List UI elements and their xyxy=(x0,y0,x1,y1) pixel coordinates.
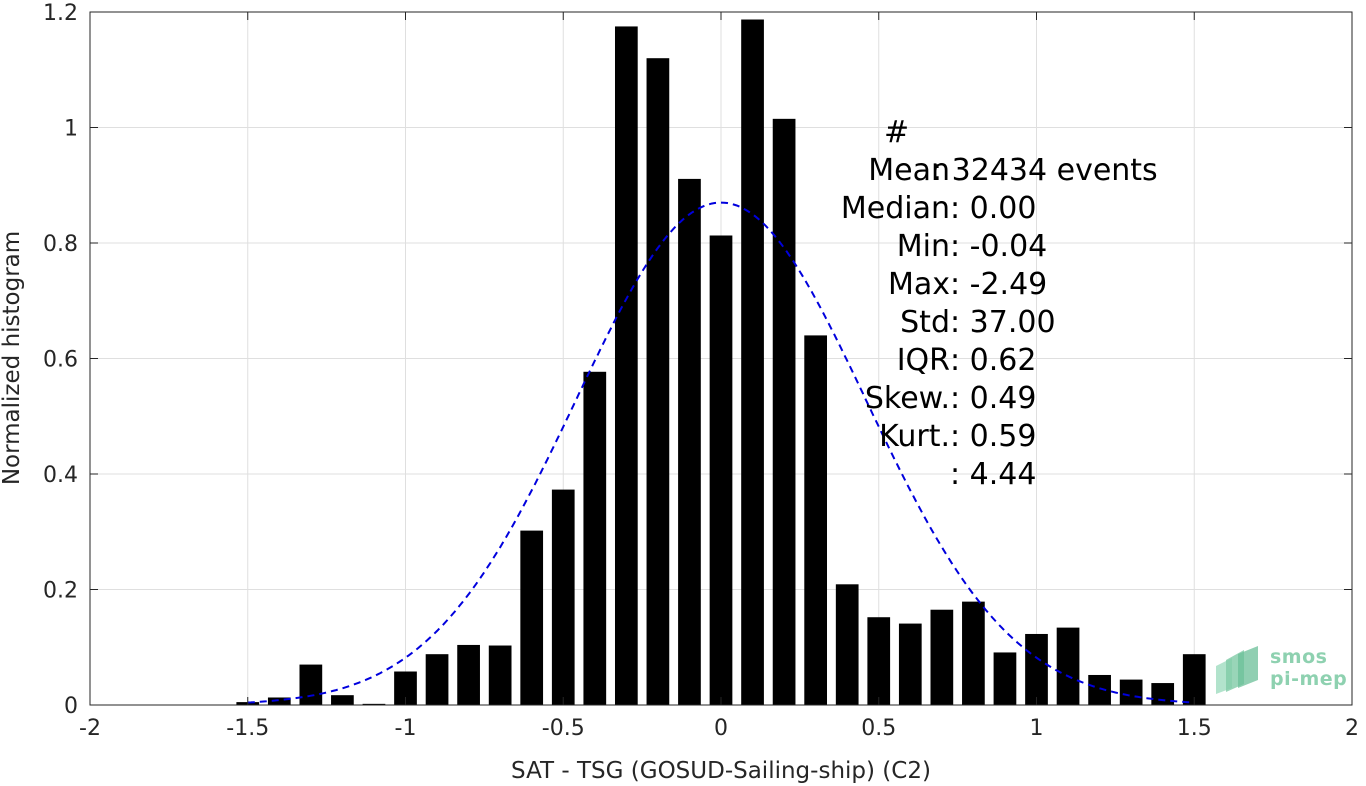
histogram-bar xyxy=(299,664,323,705)
logo-text-line2: pi-mep xyxy=(1270,668,1348,690)
histogram-bar xyxy=(1056,627,1080,705)
y-tick-label: 0.2 xyxy=(43,579,78,604)
stat-value: : 4.44 xyxy=(950,457,1037,492)
stat-iqr: IQR : 0.49 xyxy=(820,304,1180,416)
tick-labels: -2 -1.5 -1 -0.5 0 0.5 1 1.5 2 0 0.2 0.4 0.6 0.8 1 1.2 xyxy=(43,1,1359,741)
stat-label: # xyxy=(884,115,929,150)
histogram-bar xyxy=(867,617,891,705)
histogram-bar xyxy=(614,26,638,705)
y-axis-label: Normalized histogram xyxy=(0,231,25,485)
stat-median: Median : -0.04 xyxy=(820,152,1180,264)
histogram-bar xyxy=(772,118,796,705)
stat-value: : -2.49 xyxy=(950,267,1048,302)
stat-label: Median xyxy=(840,191,950,226)
y-tick-label: 0 xyxy=(64,694,78,719)
histogram-bar xyxy=(993,652,1017,705)
histogram-bar xyxy=(741,19,764,705)
histogram-bar xyxy=(394,671,417,705)
histogram-bar xyxy=(267,697,291,705)
histogram-bar xyxy=(425,654,449,705)
histogram-bar xyxy=(898,623,922,705)
stat-label: Mean xyxy=(868,153,950,188)
stat-count: # : 32434 events xyxy=(820,76,1180,188)
histogram-bar xyxy=(362,703,386,705)
stat-label: Max xyxy=(887,267,950,302)
histogram-bar xyxy=(488,645,512,705)
stat-label: IQR xyxy=(896,343,950,378)
y-tick-label: 0.8 xyxy=(43,232,78,257)
x-tick-label: 1.5 xyxy=(1177,716,1212,741)
stat-skew: Skew. : 0.59 xyxy=(820,342,1180,454)
histogram-bar xyxy=(962,601,985,705)
histogram-bar xyxy=(678,178,701,705)
stat-max: Max : 37.00 xyxy=(820,228,1180,340)
stat-value: : 37.00 xyxy=(950,305,1056,340)
y-tick-label: 1 xyxy=(64,117,78,142)
histogram-bar xyxy=(457,644,480,705)
y-tick-label: 0.6 xyxy=(43,348,78,373)
stat-value: : 0.00 xyxy=(950,191,1037,226)
logo-text-line1: smos xyxy=(1270,646,1328,668)
x-tick-label: 1 xyxy=(1030,716,1044,741)
stat-std: Std : 0.62 xyxy=(820,266,1180,378)
stat-value: : 0.59 xyxy=(950,419,1037,454)
stat-value: : 0.49 xyxy=(950,381,1037,416)
stat-label: Std xyxy=(900,305,950,340)
histogram-bar xyxy=(1088,674,1111,705)
x-tick-label: -0.5 xyxy=(542,716,585,741)
x-tick-label: -2 xyxy=(79,716,101,741)
axes xyxy=(89,11,1353,706)
histogram-bar xyxy=(804,335,828,705)
statistics-box: # : 32434 events Mean : 0.00 Median : -0… xyxy=(820,76,1180,492)
histogram-bar xyxy=(646,58,670,705)
stat-value: : 0.62 xyxy=(950,343,1037,378)
x-tick-label: 2 xyxy=(1345,716,1359,741)
stat-label: Skew. xyxy=(864,381,950,416)
stat-label: Kurt. xyxy=(879,419,950,454)
stat-mean: Mean : 0.00 xyxy=(820,114,1180,226)
histogram-bar xyxy=(551,489,575,705)
histogram-bar xyxy=(1025,633,1048,705)
histogram-bar xyxy=(1182,654,1206,705)
x-tick-label: -1 xyxy=(395,716,417,741)
histogram-bar xyxy=(1151,683,1175,705)
histogram-bar xyxy=(331,695,354,705)
stat-min: Min : -2.49 xyxy=(820,190,1180,302)
stat-value: : 32434 events xyxy=(932,153,1158,188)
histogram-bar xyxy=(930,609,954,705)
y-tick-label: 1.2 xyxy=(43,1,78,26)
x-tick-label: 0 xyxy=(714,716,728,741)
histogram-bar xyxy=(709,235,733,705)
x-axis-label: SAT - TSG (GOSUD-Sailing-ship) (C2) xyxy=(511,758,931,784)
histogram-bar xyxy=(520,530,544,705)
smos-pi-mep-logo: smos pi-mep xyxy=(1212,644,1352,700)
histogram-bars xyxy=(236,19,1206,705)
histogram-bar xyxy=(835,584,859,705)
gaussian-fit-curve xyxy=(247,201,1195,704)
histogram-bar xyxy=(583,371,607,705)
logo-mark-icon xyxy=(1216,646,1258,694)
stat-kurt: Kurt. : 4.44 xyxy=(820,380,1180,492)
stat-label: Min xyxy=(896,229,950,264)
histogram-bar xyxy=(1119,679,1143,705)
stat-value: : -0.04 xyxy=(950,229,1048,264)
x-tick-label: -1.5 xyxy=(226,716,269,741)
x-tick-label: 0.5 xyxy=(861,716,896,741)
y-tick-label: 0.4 xyxy=(43,463,78,488)
